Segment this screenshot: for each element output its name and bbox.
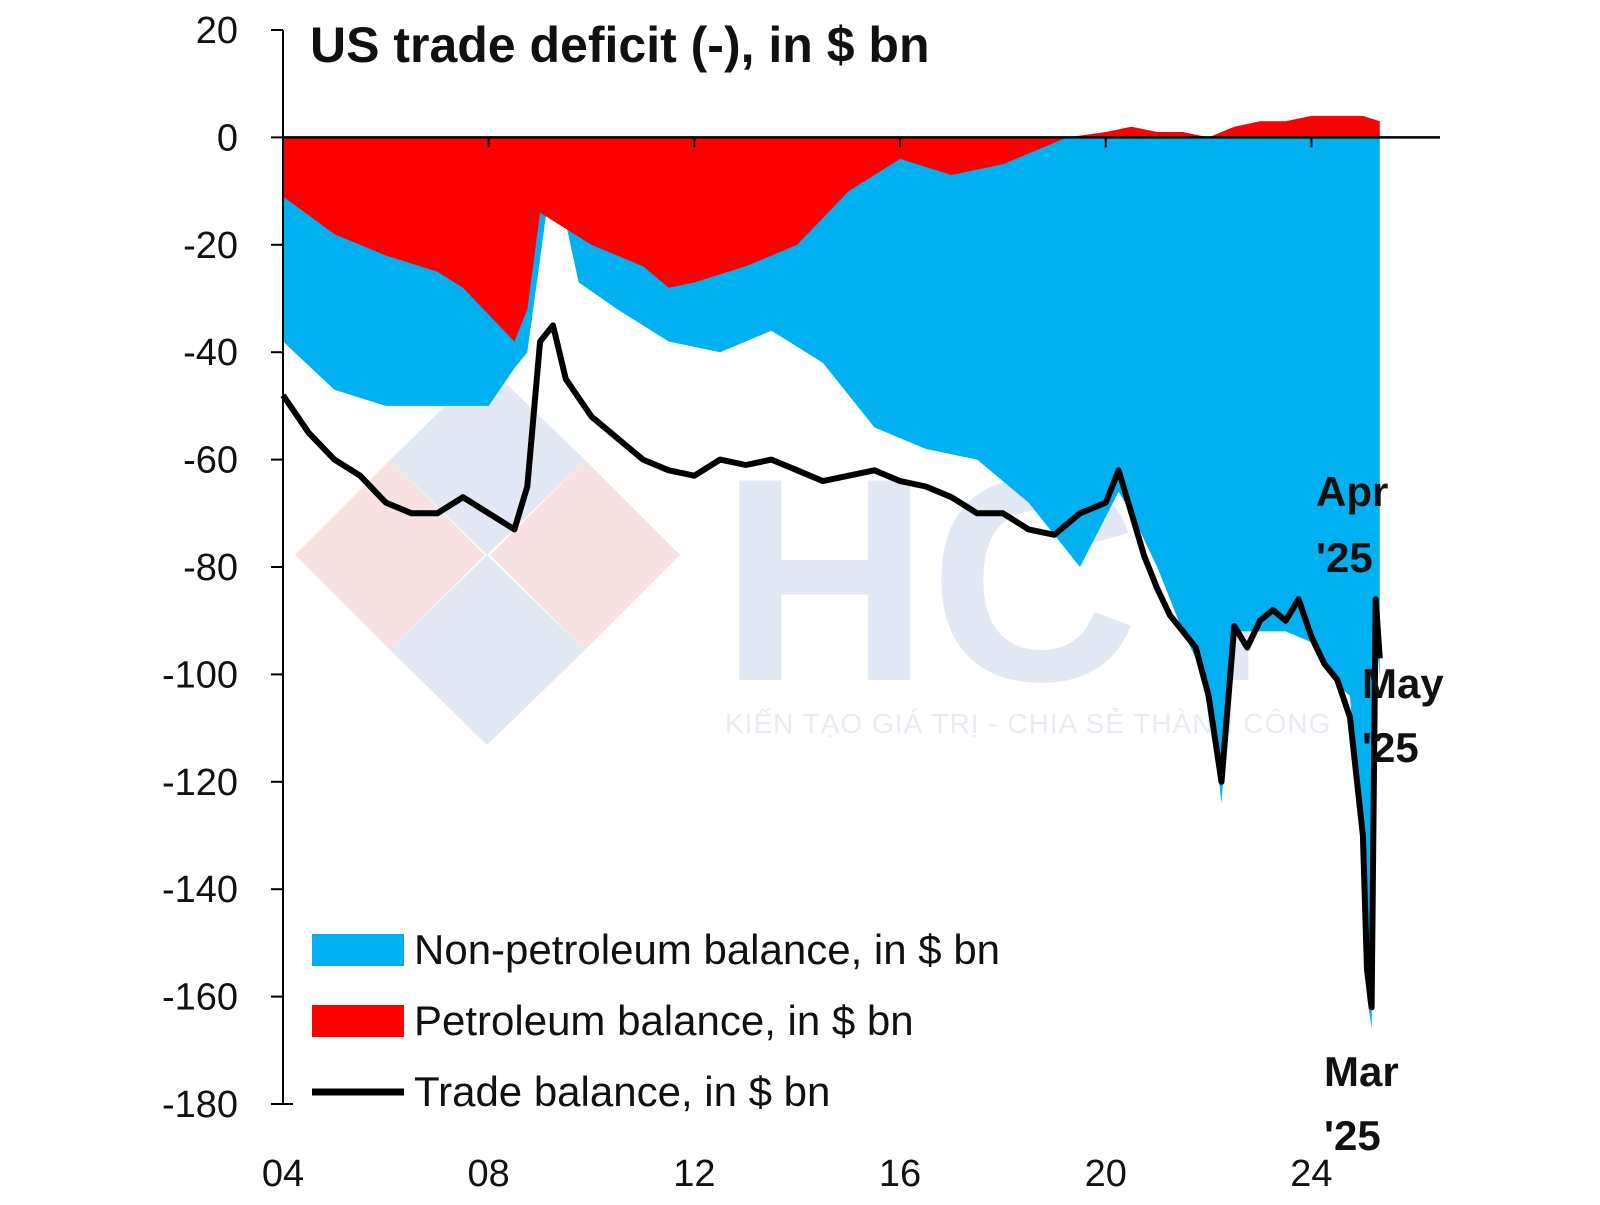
legend-swatch-petroleum bbox=[312, 1005, 404, 1037]
axes: 20 0 -20 -40 -60 -80 -100 -120 -140 -160 -180 04 08 1… bbox=[162, 10, 1440, 1195]
line-series-trade-balance bbox=[280, 322, 1383, 1011]
y-tick-label: 0 bbox=[217, 117, 238, 159]
watermark-diamond-right bbox=[490, 460, 680, 650]
area-series-petroleum bbox=[283, 115, 1380, 342]
y-tick-label: -100 bbox=[162, 654, 238, 696]
y-tick-label: -20 bbox=[183, 225, 238, 267]
annotation-apr-line1: Apr bbox=[1316, 468, 1388, 515]
watermark-diamond-bottom bbox=[390, 555, 585, 745]
watermark-tagline: KIẾN TẠO GIÁ TRỊ - CHIA SẺ THÀNH CÔNG bbox=[725, 707, 1331, 739]
x-tick-label: 04 bbox=[262, 1153, 304, 1195]
x-tick-label: 24 bbox=[1290, 1153, 1332, 1195]
annotations: Apr '25 May '25 Mar '25 bbox=[1316, 468, 1444, 1159]
legend-swatch-non-petroleum bbox=[312, 934, 404, 966]
annotation-may-line1: May bbox=[1362, 660, 1444, 707]
y-tick-label: -180 bbox=[162, 1084, 238, 1126]
y-tick-label: -40 bbox=[183, 332, 238, 374]
legend-label-trade: Trade balance, in $ bn bbox=[414, 1068, 830, 1115]
annotation-may-line2: '25 bbox=[1362, 724, 1419, 771]
area-series-non-petroleum bbox=[283, 137, 1380, 1029]
watermark-diamond-top bbox=[390, 365, 585, 555]
y-tick-label: -80 bbox=[183, 547, 238, 589]
y-tick-label: -160 bbox=[162, 977, 238, 1019]
area-layer bbox=[283, 115, 1380, 1029]
x-tick-label: 08 bbox=[468, 1153, 510, 1195]
legend: Non-petroleum balance, in $ bn Petroleum… bbox=[312, 926, 1000, 1115]
chart-title: US trade deficit (-), in $ bn bbox=[310, 17, 929, 73]
annotation-mar-line1: Mar bbox=[1324, 1048, 1399, 1095]
line-layer bbox=[280, 322, 1383, 1011]
legend-label-petroleum: Petroleum balance, in $ bn bbox=[414, 997, 914, 1044]
watermark-diamond-left bbox=[295, 460, 485, 650]
y-tick-label: -60 bbox=[183, 440, 238, 482]
x-tick-label: 20 bbox=[1085, 1153, 1127, 1195]
x-tick-label: 16 bbox=[879, 1153, 921, 1195]
y-tick-label: 20 bbox=[196, 10, 238, 52]
y-tick-label: -140 bbox=[162, 869, 238, 911]
legend-label-non-petroleum: Non-petroleum balance, in $ bn bbox=[414, 926, 1000, 973]
annotation-mar-line2: '25 bbox=[1324, 1112, 1381, 1159]
x-tick-label: 12 bbox=[673, 1153, 715, 1195]
annotation-apr-line2: '25 bbox=[1316, 534, 1373, 581]
y-tick-label: -120 bbox=[162, 762, 238, 804]
